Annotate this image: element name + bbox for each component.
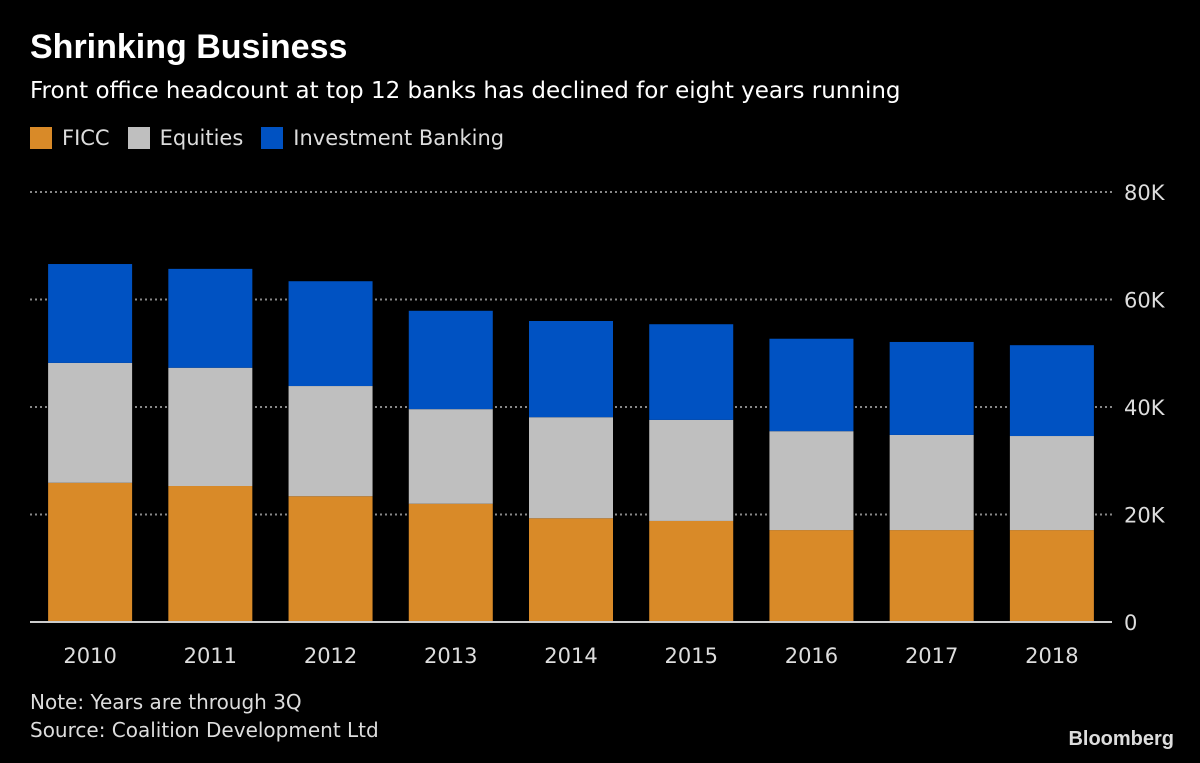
bar-segment-equities [48,362,133,483]
bar-segment-equities [649,419,734,521]
bar-segment-ficc [1009,530,1094,622]
bloomberg-logo: Bloomberg [1068,728,1174,750]
y-tick-label: 80K [1124,181,1166,205]
bar-segment-investment-banking [769,338,854,432]
x-tick-label: 2017 [905,644,958,668]
x-tick-label: 2011 [184,644,237,668]
source-note: Source: Coalition Development Ltd [30,718,379,742]
x-tick-label: 2010 [63,644,116,668]
bar-segment-investment-banking [1009,345,1094,437]
y-tick-label: 0 [1124,611,1137,635]
legend-swatch [261,127,284,149]
chart-subtitle: Front office headcount at top 12 banks h… [30,78,901,104]
bar-segment-equities [889,434,974,531]
legend-label: Equities [159,126,244,150]
bar-segment-ficc [288,496,373,622]
bar-segment-ficc [168,486,253,622]
legend-swatch [30,127,52,149]
bar-segment-investment-banking [889,341,974,435]
bar-segment-investment-banking [48,264,133,363]
bar-segment-equities [1009,436,1094,531]
legend-label: Investment Banking [293,126,505,150]
x-tick-label: 2015 [664,644,717,668]
y-tick-label: 60K [1124,289,1166,313]
bar-segment-investment-banking [288,281,373,387]
y-tick-label: 20K [1124,504,1166,528]
x-tick-label: 2018 [1025,644,1078,668]
chart-title: Shrinking Business [30,28,348,66]
bar-segment-equities [288,386,373,497]
legend: FICC Equities Investment Banking [30,126,504,150]
legend-item: Investment Banking [261,126,504,150]
bar-segment-investment-banking [408,310,493,410]
bar-segment-ficc [529,518,613,622]
y-tick-label: 40K [1124,396,1166,420]
bar-segment-investment-banking [529,321,613,418]
legend-swatch [127,127,150,149]
bar-segment-equities [529,417,613,519]
x-tick-label: 2012 [304,644,357,668]
bar-segment-ficc [769,530,854,622]
x-tick-label: 2014 [544,644,597,668]
footnote: Note: Years are through 3Q [30,690,302,714]
bar-segment-investment-banking [168,268,253,368]
bar-segment-equities [168,367,253,487]
x-tick-label: 2013 [424,644,477,668]
bar-segment-ficc [889,530,974,622]
x-tick-label: 2016 [785,644,838,668]
bar-segment-investment-banking [649,324,734,420]
bar-segment-ficc [408,503,493,622]
bar-segment-equities [408,409,493,504]
bar-segment-ficc [48,482,133,622]
legend-item: FICC [30,126,110,150]
legend-item: Equities [127,126,244,150]
bar-segment-equities [769,431,854,531]
bar-segment-ficc [649,520,734,622]
legend-label: FICC [62,126,110,150]
